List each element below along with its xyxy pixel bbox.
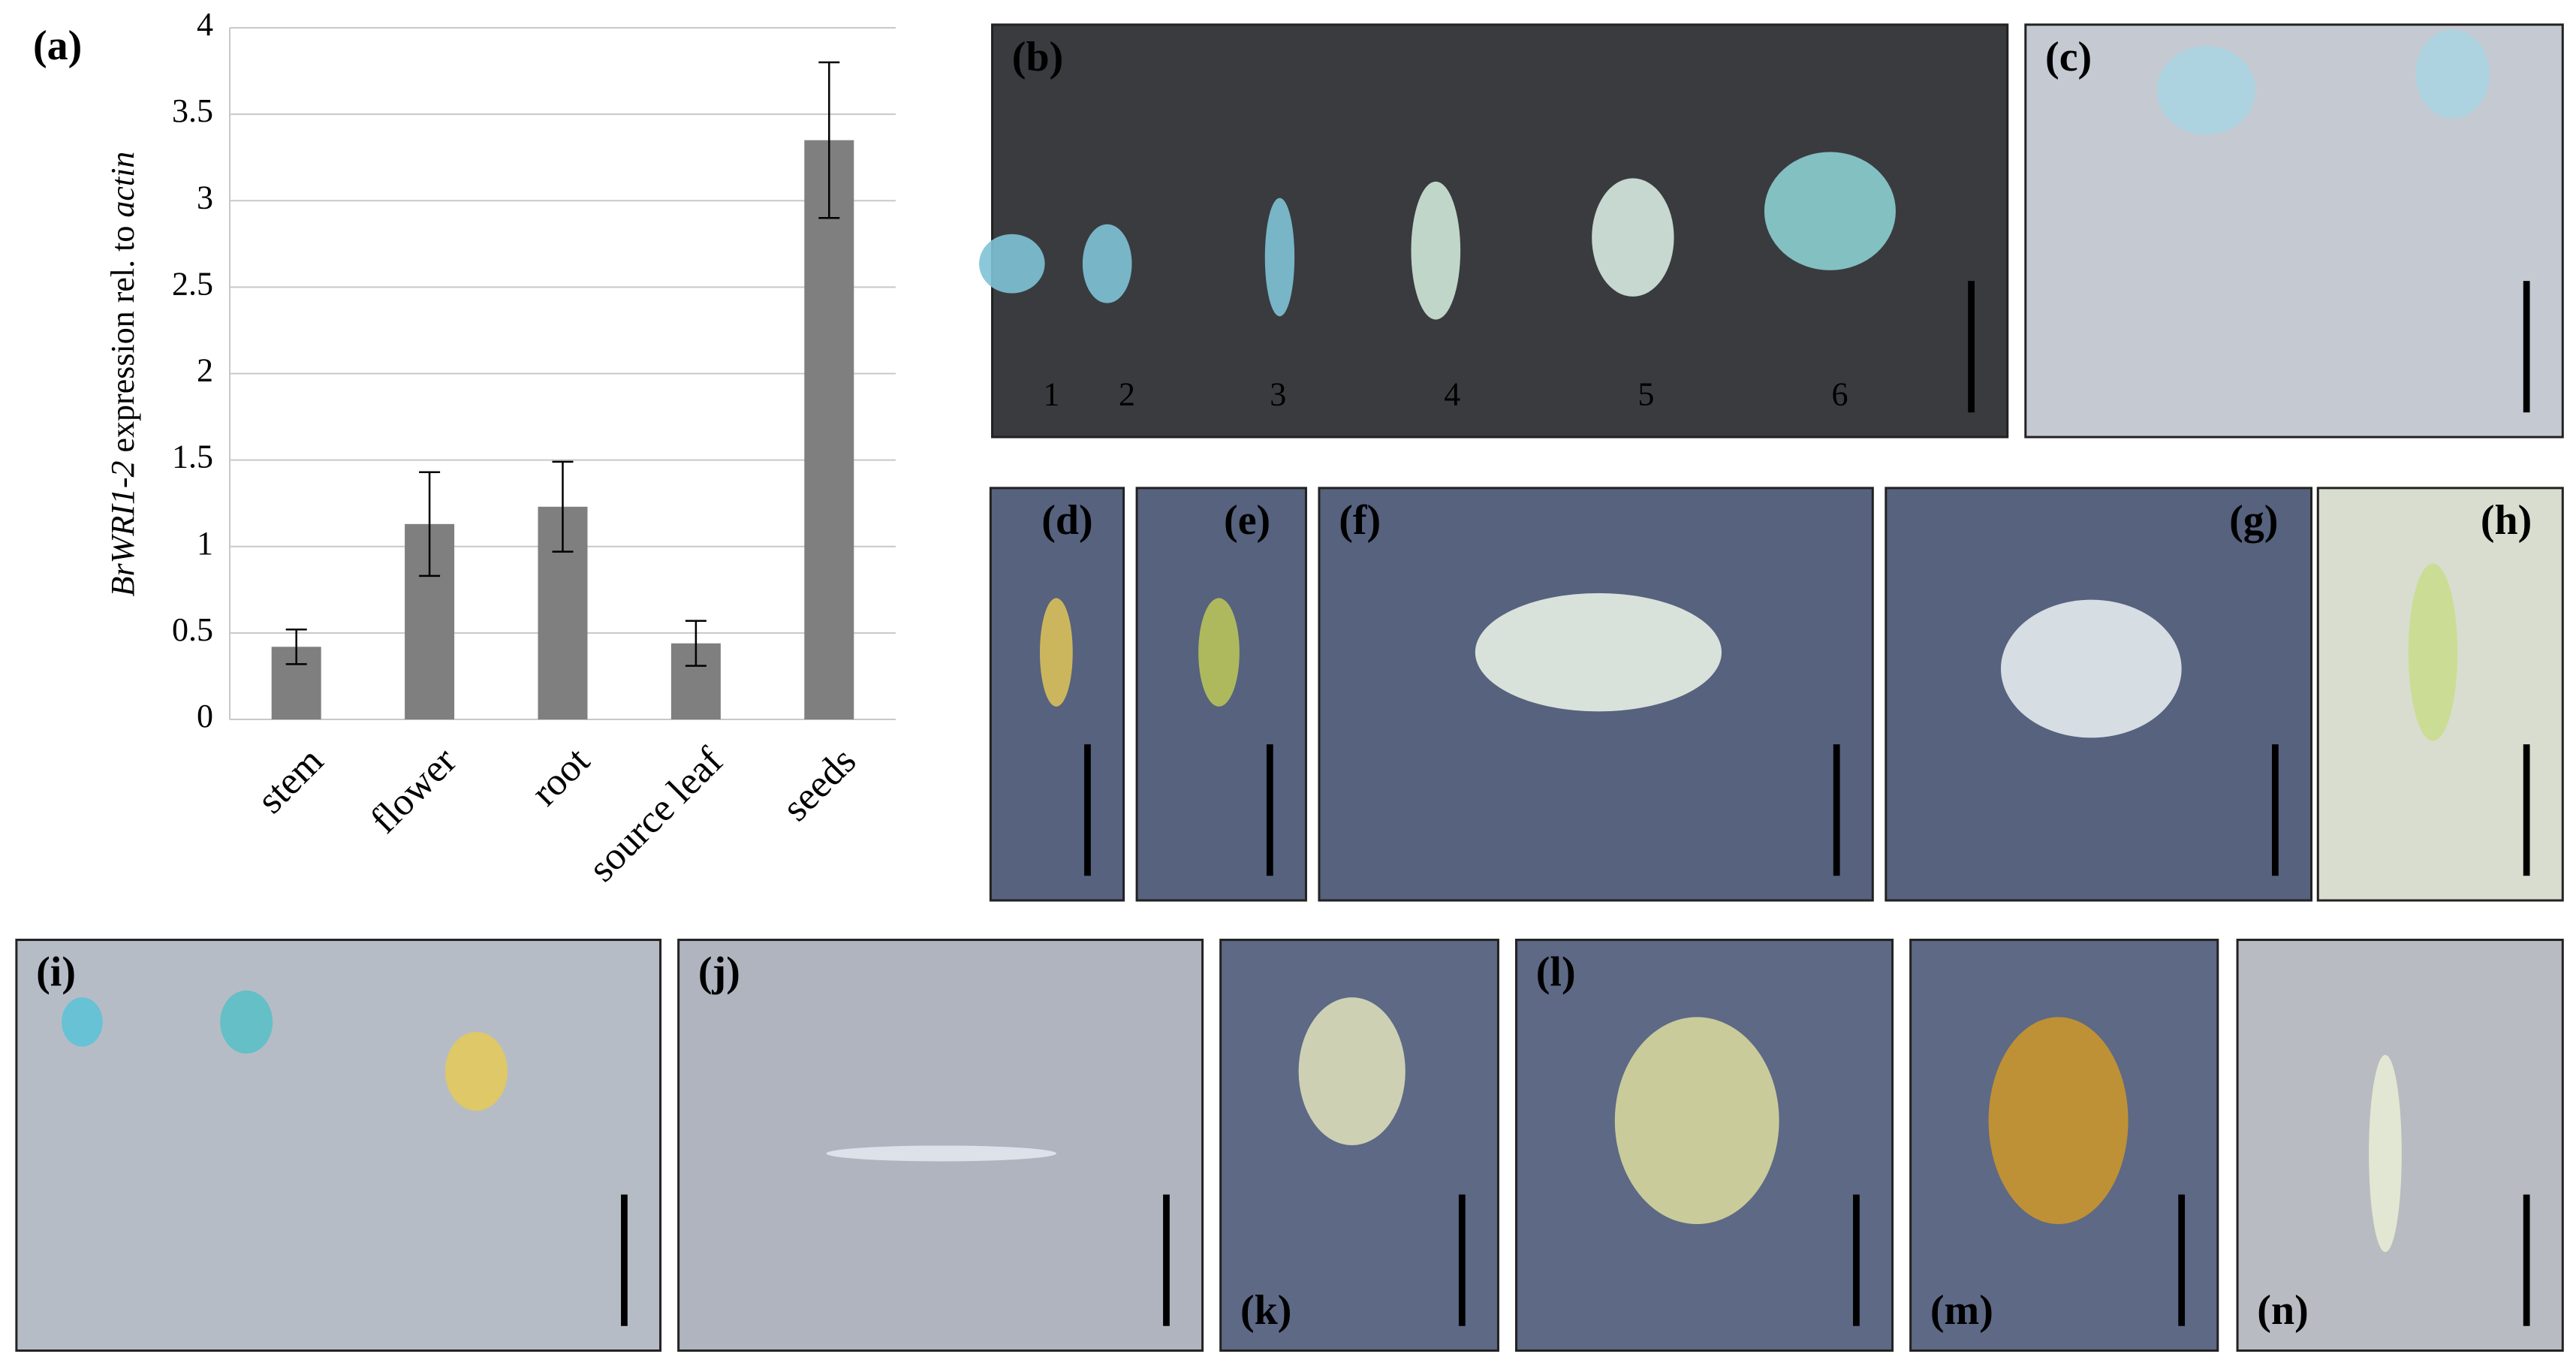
photo-panel: (n) (2236, 939, 2564, 1352)
y-tick-label: 0 (197, 698, 213, 734)
panel-label: (g) (2229, 497, 2278, 544)
y-tick-label: 2 (197, 352, 213, 389)
photo-panel: (h) (2316, 487, 2564, 902)
specimen (826, 1145, 1056, 1162)
scale-bar (1266, 744, 1273, 876)
photo-panel: (i) (15, 939, 662, 1352)
specimen (2156, 46, 2256, 135)
scale-bar (2272, 744, 2279, 876)
y-label-gene: BrWRI1-2 (104, 460, 141, 596)
panel-label: (j) (698, 949, 740, 996)
x-tick-label: root (523, 739, 598, 814)
specimen (1411, 181, 1461, 320)
panel-label: (d) (1041, 497, 1092, 544)
scale-bar (1163, 1194, 1170, 1326)
scale-bar (621, 1194, 628, 1326)
y-axis-label: BrWRI1-2 expression rel. to actin (104, 152, 141, 597)
panel-label: (k) (1240, 1287, 1291, 1334)
specimen (444, 1032, 508, 1111)
specimen (1988, 1017, 2129, 1225)
specimen (2000, 599, 2182, 738)
photo-panel: (m) (1909, 939, 2219, 1352)
specimen (2369, 1054, 2402, 1253)
stage-number: 1 (1043, 376, 1059, 413)
specimen (1040, 598, 1073, 707)
specimen (1592, 178, 1674, 297)
y-tick-label: 2.5 (172, 265, 213, 302)
specimen (220, 990, 273, 1054)
panel-label: (m) (1930, 1287, 1993, 1334)
scale-bar (1968, 281, 1975, 413)
specimen (1082, 224, 1132, 303)
stage-number: 5 (1637, 376, 1654, 413)
specimen (62, 997, 103, 1047)
photo-panel: (k) (1219, 939, 1499, 1352)
specimen (979, 234, 1045, 294)
photo-panel: (l) (1515, 939, 1894, 1352)
x-tick-label: seeds (774, 740, 864, 830)
panel-label: (c) (2045, 34, 2092, 80)
error-bar (685, 620, 707, 667)
y-tick-label: 4 (197, 6, 213, 43)
stage-number: 6 (1832, 376, 1848, 413)
photo-background (677, 939, 1204, 1352)
panel-label: (i) (36, 949, 76, 996)
photo-panel: (d) (989, 487, 1125, 902)
scale-bar (2523, 281, 2530, 413)
error-bar (285, 629, 307, 665)
y-tick-label: 1.5 (172, 439, 213, 475)
specimen (1614, 1017, 1779, 1225)
scale-bar (2178, 1194, 2186, 1326)
stage-number: 3 (1270, 376, 1286, 413)
panel-label: (h) (2481, 497, 2532, 544)
error-bar (818, 61, 840, 219)
y-tick-label: 3.5 (172, 92, 213, 129)
specimen (1764, 152, 1896, 270)
stage-number: 4 (1444, 376, 1460, 413)
specimen (2415, 29, 2490, 119)
panel-label: (e) (1224, 497, 1270, 544)
photo-panel: (e) (1135, 487, 1307, 902)
panel-label: (l) (1536, 949, 1576, 996)
panel-label: (b) (1012, 34, 1063, 80)
photo-panel: (g) (1885, 487, 2313, 902)
specimen (1475, 593, 1722, 712)
bar (804, 140, 854, 720)
x-tick-label: stem (249, 740, 332, 822)
error-bar (552, 460, 574, 553)
y-label-reference: actin (104, 152, 141, 218)
y-tick-label: 1 (197, 525, 213, 562)
specimen (1198, 598, 1240, 707)
error-bar (419, 471, 441, 577)
scale-bar (1458, 1194, 1466, 1326)
scale-bar (2523, 744, 2530, 876)
photo-panel: (c) (2024, 23, 2564, 439)
scale-bar (1084, 744, 1091, 876)
y-label-middle: expression rel. to (104, 226, 141, 453)
y-tick-label: 3 (197, 179, 213, 216)
photo-background (15, 939, 662, 1352)
specimen (2408, 563, 2458, 741)
y-tick-label: 0.5 (172, 611, 213, 648)
panel-label: (n) (2257, 1287, 2308, 1334)
panel-label: (f) (1339, 497, 1381, 544)
stage-number: 2 (1119, 376, 1135, 413)
specimen (1264, 198, 1295, 317)
scale-bar (2523, 1194, 2530, 1326)
specimen (1298, 997, 1406, 1146)
scale-bar (1853, 1194, 1860, 1326)
x-tick-label: source leaf (580, 739, 731, 890)
scale-bar (1833, 744, 1840, 876)
photo-panel: (j) (677, 939, 1204, 1352)
photo-panel: (b) 1 2 3 4 5 6 (979, 23, 2009, 439)
photo-panel: (f) (1318, 487, 1874, 902)
panel-label: (a) (33, 23, 82, 69)
x-tick-label: flower (363, 740, 465, 842)
